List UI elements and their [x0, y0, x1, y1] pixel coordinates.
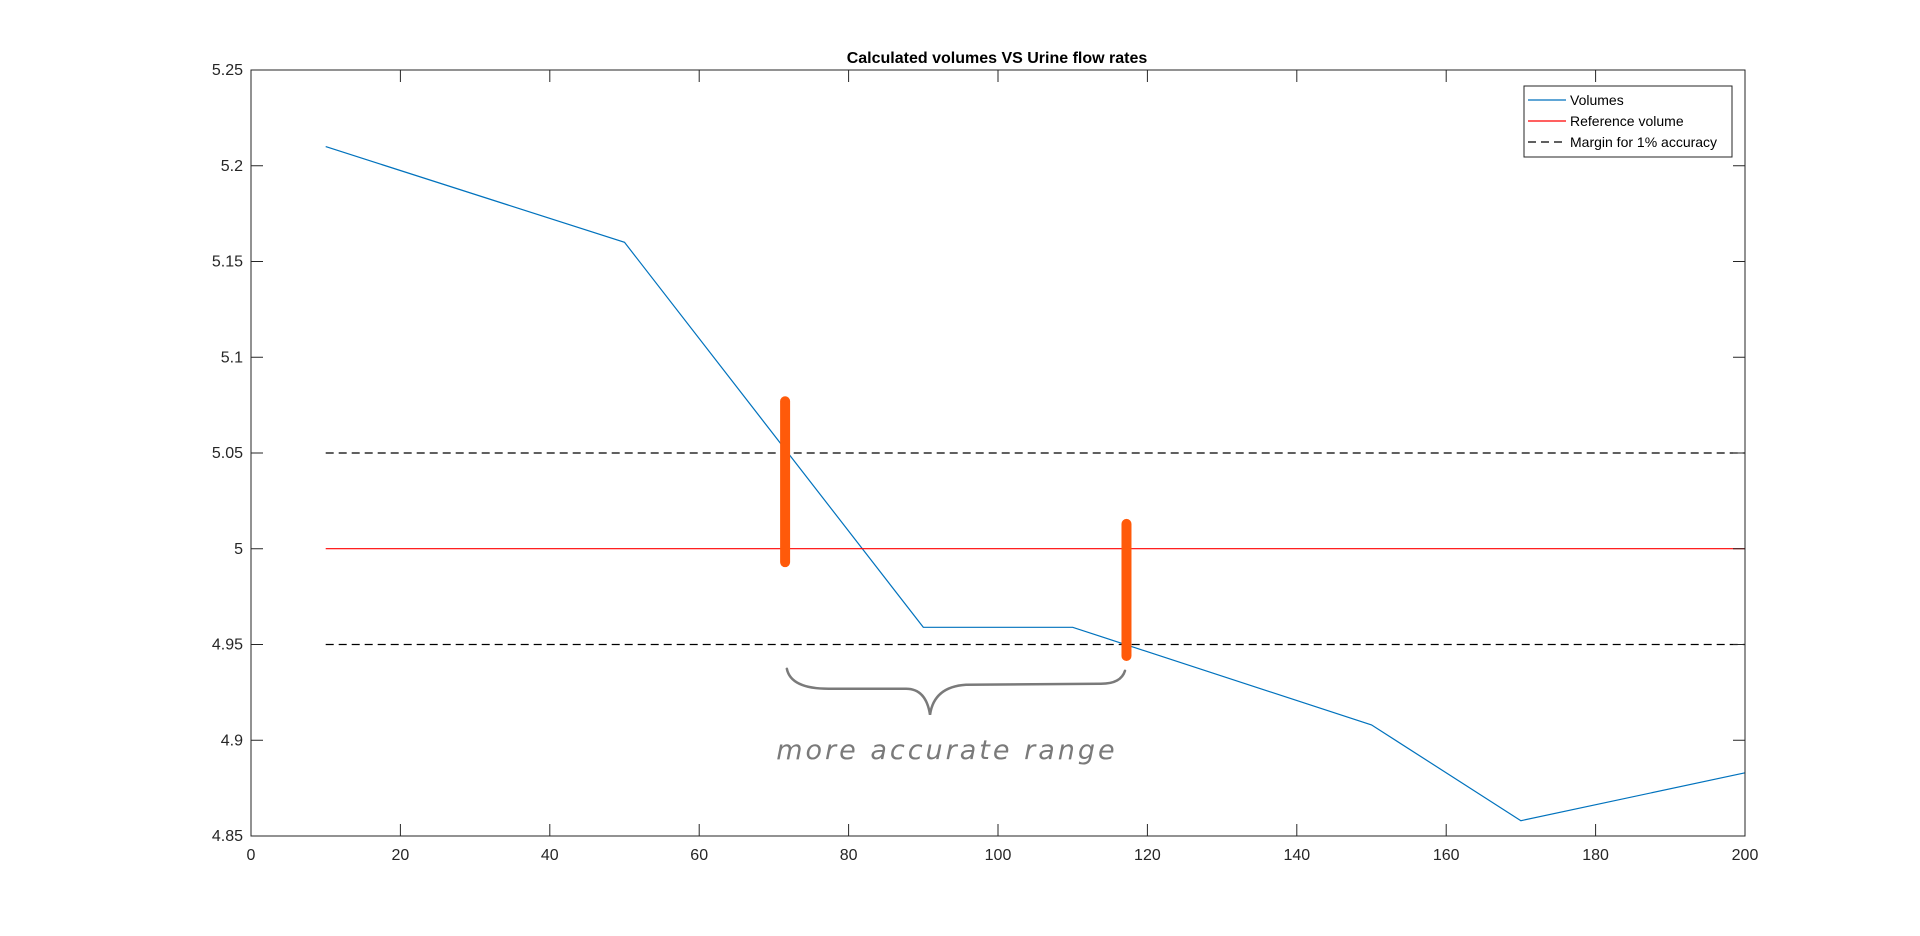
- legend-label-2: Reference volume: [1570, 113, 1684, 129]
- y-tick-label: 4.95: [212, 637, 243, 654]
- x-tick-label: 200: [1732, 847, 1759, 864]
- x-tick-label: 120: [1134, 847, 1161, 864]
- x-tick-label: 180: [1582, 847, 1609, 864]
- legend: Volumes Reference volume Margin for 1% acc…: [1523, 85, 1733, 158]
- x-tick-label: 60: [690, 847, 708, 864]
- series-line-1: [325, 146, 1746, 822]
- y-tick-label: 5.1: [221, 349, 243, 366]
- plot-area: [251, 70, 1746, 836]
- y-tick-label: 5.15: [212, 254, 243, 271]
- y-tick-label: 5: [234, 541, 243, 558]
- handwritten-annotation: more accurate range: [776, 396, 1132, 766]
- y-tick-label: 5.25: [212, 62, 243, 79]
- x-tick-label: 160: [1433, 847, 1460, 864]
- annotation-brace: [785, 667, 1127, 716]
- y-tick-label: 4.85: [212, 828, 243, 845]
- x-tick-label: 0: [247, 847, 256, 864]
- chart-title: Calculated volumes VS Urine flow rates: [847, 50, 1148, 67]
- x-tick-label: 100: [985, 847, 1012, 864]
- x-tick-label: 20: [392, 847, 410, 864]
- x-tick-label: 80: [840, 847, 858, 864]
- x-tick-label: 40: [541, 847, 559, 864]
- y-tick-label: 5.05: [212, 445, 243, 462]
- y-tick-label: 5.2: [221, 158, 243, 175]
- annotation-text: more accurate range: [776, 735, 1117, 766]
- legend-label-1: Volumes: [1570, 92, 1624, 108]
- y-tick-label: 4.9: [221, 732, 243, 749]
- legend-label-3: Margin for 1% accuracy: [1570, 134, 1717, 150]
- axes: 0 20 40 60 80 100 120 140 160 180 200 4.85 4.9 4.95 5 5…: [212, 62, 1759, 864]
- x-tick-label: 140: [1283, 847, 1310, 864]
